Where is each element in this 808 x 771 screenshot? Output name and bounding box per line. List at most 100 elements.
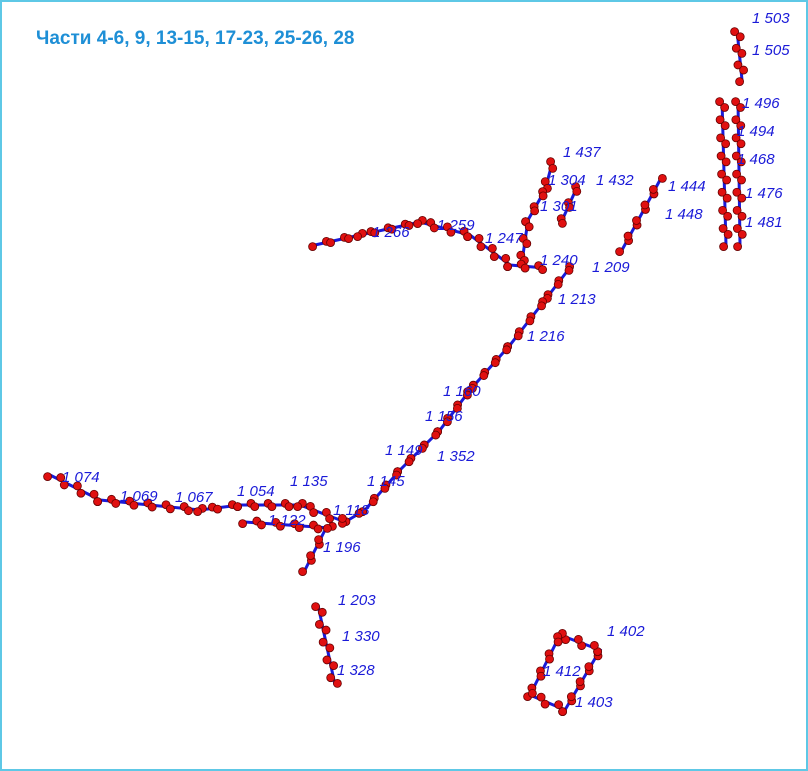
vertex	[737, 49, 747, 58]
parcel-label: 1 352	[437, 448, 475, 465]
vertex	[404, 457, 414, 467]
parcel-label: 1 069	[120, 488, 158, 505]
vertex	[584, 662, 594, 671]
parcel-label: 1 304	[548, 172, 586, 189]
parcel-label: 1 203	[338, 592, 376, 609]
vertex	[293, 502, 303, 512]
parcel-label: 1 330	[342, 628, 380, 645]
vertex	[314, 535, 324, 544]
parcel-label: 1 494	[737, 123, 775, 140]
vertex	[732, 169, 741, 179]
vertex	[306, 551, 316, 560]
vertex	[721, 157, 731, 167]
parcel-label: 1 476	[745, 185, 783, 202]
vertex	[739, 65, 748, 75]
vertex	[73, 481, 82, 491]
vertex	[463, 232, 473, 242]
parcel-label: 1 328	[337, 662, 375, 679]
vertex	[431, 430, 441, 440]
parcel-label: 1 209	[592, 259, 630, 276]
vertex	[731, 115, 741, 125]
vertex	[525, 316, 535, 326]
vertex	[720, 121, 730, 130]
parcel-label: 1 266	[372, 224, 410, 241]
vertex	[147, 502, 157, 512]
vertex	[318, 637, 328, 647]
vertex	[490, 358, 500, 368]
vertex	[632, 216, 641, 225]
vertex	[111, 499, 121, 508]
parcel-label: 1 468	[737, 151, 775, 168]
vertex	[184, 506, 193, 516]
parcel-label: 1 135	[290, 473, 328, 490]
parcel-label: 1 054	[237, 483, 275, 500]
vertex	[538, 191, 548, 201]
parcel-label: 1 213	[558, 291, 596, 308]
vertex	[558, 707, 567, 716]
vertex	[553, 637, 563, 647]
vertex	[129, 500, 139, 510]
vertex	[429, 223, 439, 233]
parcel-label: 1 196	[323, 539, 361, 556]
vertex	[730, 27, 739, 37]
vertex	[720, 103, 730, 112]
vertex	[446, 227, 456, 237]
parcel-label: 1 118	[333, 502, 370, 519]
vertex	[322, 655, 332, 665]
vertex	[572, 186, 582, 196]
vertex	[737, 175, 746, 185]
parcel-label: 1 145	[367, 473, 405, 490]
vertex	[298, 567, 308, 576]
vertex	[623, 231, 633, 241]
parcel-label: 1 259	[437, 217, 475, 234]
parcel-label: 1 402	[607, 623, 645, 640]
vertex	[501, 253, 511, 263]
vertex	[43, 472, 52, 482]
vertex	[250, 502, 260, 512]
parcel-label: 1 444	[668, 178, 706, 195]
vertex	[736, 121, 746, 130]
parcel-label: 1 432	[596, 172, 634, 189]
parcel-label: 1 448	[665, 206, 703, 223]
vertex	[311, 602, 321, 611]
vertex	[387, 224, 397, 234]
vertex	[554, 700, 564, 710]
vertex	[717, 169, 726, 179]
vertex	[442, 417, 452, 427]
parcel-label: 1 503	[752, 10, 790, 27]
vertex	[548, 163, 558, 173]
vertex	[503, 262, 513, 272]
vertex	[716, 133, 725, 143]
vertex	[462, 390, 472, 400]
vertex	[337, 514, 347, 523]
vertex	[735, 77, 744, 86]
vertex	[536, 671, 546, 681]
vertex	[564, 265, 574, 275]
vertex	[257, 520, 266, 530]
parcel-label: 1 247	[485, 230, 523, 247]
vertex	[615, 247, 624, 257]
vertex	[733, 60, 743, 70]
vertex	[413, 219, 423, 229]
vertex	[719, 242, 728, 252]
vertex	[723, 229, 733, 239]
vertex	[325, 514, 335, 523]
parcel-label: 1 156	[425, 408, 463, 425]
vertex	[574, 635, 583, 644]
vertex	[513, 331, 523, 341]
vertex	[732, 224, 742, 233]
vertex	[93, 497, 102, 507]
vertex	[213, 504, 223, 514]
parcel-label: 1 412	[543, 663, 581, 680]
vertex	[474, 233, 484, 243]
parcel-label: 1 067	[175, 489, 213, 506]
vertex	[731, 97, 740, 106]
parcel-label: 1 403	[575, 694, 613, 711]
vertex	[736, 139, 746, 149]
vertex	[736, 103, 745, 112]
vertex	[344, 234, 354, 244]
vertex	[640, 200, 650, 210]
vertex	[540, 699, 550, 709]
vertex	[370, 228, 380, 238]
parcel-label: 1 240	[540, 252, 578, 269]
